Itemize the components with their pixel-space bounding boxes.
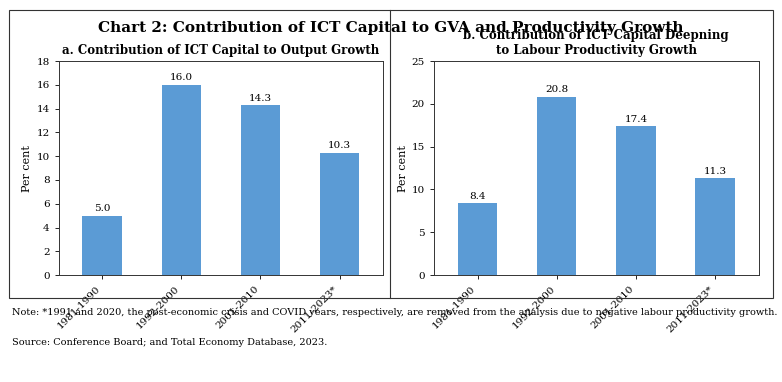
- Bar: [162, 85, 201, 275]
- Text: 10.3: 10.3: [328, 141, 351, 150]
- Text: 8.4: 8.4: [469, 192, 486, 201]
- Bar: [457, 203, 497, 275]
- Text: 16.0: 16.0: [170, 73, 193, 83]
- Bar: [537, 97, 576, 275]
- Y-axis label: Per cent: Per cent: [397, 145, 407, 191]
- Text: Note: *1991 and 2020, the post-economic crisis and COVID years, respectively, ar: Note: *1991 and 2020, the post-economic …: [12, 308, 777, 317]
- Bar: [695, 178, 735, 275]
- Text: 11.3: 11.3: [704, 167, 726, 176]
- Title: a. Contribution of ICT Capital to Output Growth: a. Contribution of ICT Capital to Output…: [63, 44, 379, 57]
- Y-axis label: Per cent: Per cent: [22, 145, 32, 191]
- Bar: [82, 215, 122, 275]
- Text: 14.3: 14.3: [249, 94, 272, 102]
- Text: Source: Conference Board; and Total Economy Database, 2023.: Source: Conference Board; and Total Econ…: [12, 338, 327, 347]
- Title: b. Contribution of ICT Capital Deepning
to Labour Productivity Growth: b. Contribution of ICT Capital Deepning …: [464, 29, 729, 57]
- Bar: [616, 126, 655, 275]
- Bar: [241, 105, 280, 275]
- Text: 17.4: 17.4: [624, 115, 647, 124]
- Text: 5.0: 5.0: [94, 204, 110, 213]
- Text: Chart 2: Contribution of ICT Capital to GVA and Productivity Growth: Chart 2: Contribution of ICT Capital to …: [99, 21, 683, 35]
- Bar: [320, 153, 360, 275]
- Text: 20.8: 20.8: [545, 86, 569, 94]
